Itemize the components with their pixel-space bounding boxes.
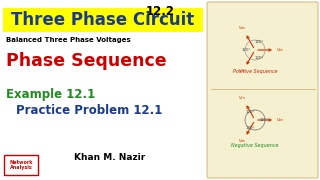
Text: $V_{bn}$: $V_{bn}$ [276,116,284,124]
Text: $V_{bn}$: $V_{bn}$ [276,46,284,54]
Text: 12.2: 12.2 [146,5,174,18]
Text: 120°: 120° [241,48,251,52]
Text: Khan M. Nazir: Khan M. Nazir [74,154,146,163]
Text: $V_{cn}$: $V_{cn}$ [238,68,246,75]
Text: $V_{an}$: $V_{an}$ [238,25,246,32]
Text: $V_{cn}$: $V_{cn}$ [238,95,246,102]
Text: 120°: 120° [246,110,255,114]
Text: Three Phase Circuit: Three Phase Circuit [12,11,195,29]
Text: 120°: 120° [259,118,269,122]
Text: Negative Sequence: Negative Sequence [231,143,279,148]
Text: Network
Analysis: Network Analysis [9,160,33,170]
FancyBboxPatch shape [3,8,203,32]
Text: Positive Sequence: Positive Sequence [233,69,277,75]
Text: 120°: 120° [255,56,264,60]
Text: Phase Sequence: Phase Sequence [6,52,167,70]
Text: Practice Problem 12.1: Practice Problem 12.1 [16,104,162,117]
Text: Balanced Three Phase Voltages: Balanced Three Phase Voltages [6,37,131,43]
Text: Example 12.1: Example 12.1 [6,88,95,101]
FancyBboxPatch shape [207,2,318,178]
FancyBboxPatch shape [4,155,38,175]
Text: 120°: 120° [246,126,255,130]
Text: $V_{an}$: $V_{an}$ [238,138,246,145]
Text: 120°: 120° [255,40,264,44]
